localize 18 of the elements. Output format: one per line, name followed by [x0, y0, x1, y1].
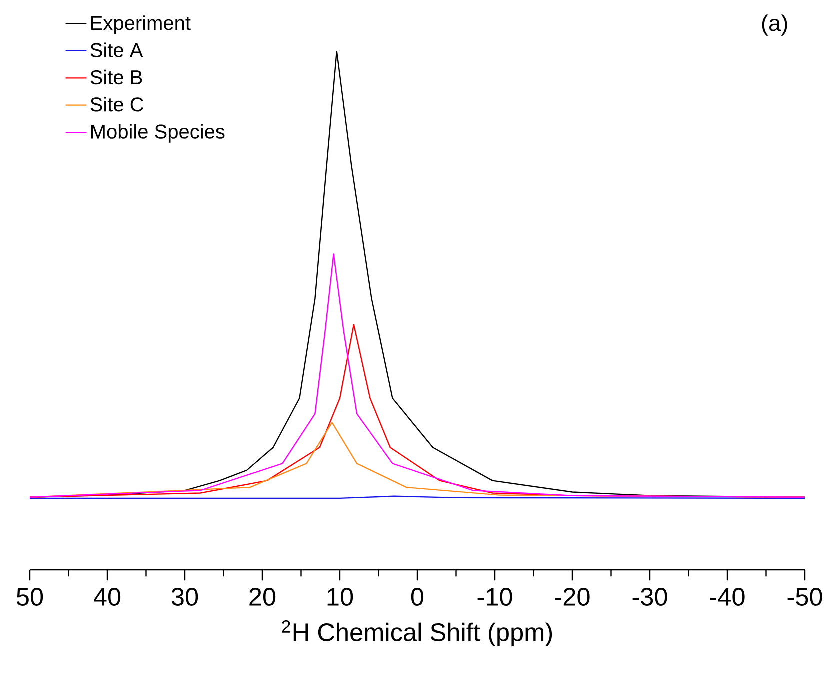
x-tick-label: -40 — [710, 588, 745, 606]
x-tick-label: 0 — [411, 588, 424, 606]
x-tick-label: -50 — [788, 588, 822, 606]
x-axis-title: $^{2}$H Chemical Shift (ppm) — [282, 620, 552, 646]
x-tick-label: -30 — [632, 588, 668, 606]
legend-label: Site C — [90, 97, 144, 112]
x-tick-label: 20 — [250, 588, 276, 606]
legend-label: Site B — [90, 70, 142, 85]
x-tick-label: 50 — [16, 588, 44, 606]
legend-label: Experiment — [91, 16, 191, 34]
legend-label: Mobile Species — [91, 124, 225, 143]
legend-label: Site A — [90, 42, 144, 58]
x-tick-label: 10 — [328, 588, 354, 606]
x-tick-label: 30 — [172, 588, 198, 606]
x-tick-label: -20 — [555, 588, 590, 606]
x-tick-label: 40 — [94, 588, 121, 606]
text: (a) — [762, 14, 788, 36]
x-tick-label: -10 — [478, 588, 512, 606]
